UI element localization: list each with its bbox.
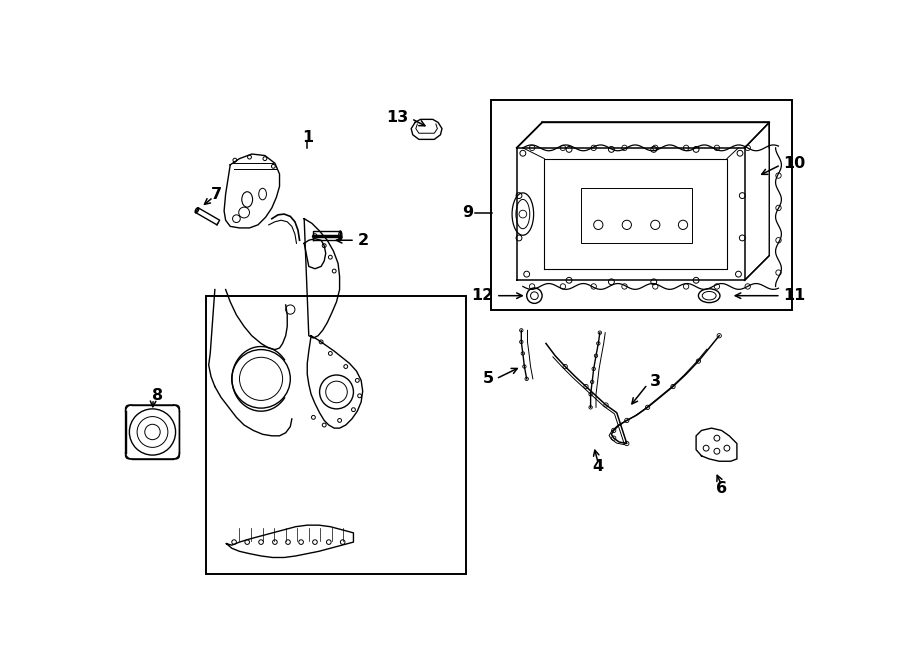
Text: 6: 6 [716, 481, 727, 496]
Text: 12: 12 [472, 288, 493, 303]
Text: 7: 7 [211, 186, 222, 202]
Bar [205, 295, 466, 574]
Text: 8: 8 [152, 388, 163, 403]
FancyBboxPatch shape [125, 405, 179, 459]
Bar [580, 188, 692, 243]
Text: 9: 9 [462, 205, 472, 220]
Text: 5: 5 [482, 371, 493, 386]
Text: 11: 11 [783, 288, 806, 303]
Text: 13: 13 [387, 110, 409, 124]
Bar [491, 100, 792, 309]
Text: 3: 3 [650, 374, 661, 389]
Text: 2: 2 [357, 233, 368, 248]
Text: 1: 1 [302, 130, 313, 145]
Text: 10: 10 [783, 156, 806, 171]
Text: 4: 4 [593, 459, 604, 474]
